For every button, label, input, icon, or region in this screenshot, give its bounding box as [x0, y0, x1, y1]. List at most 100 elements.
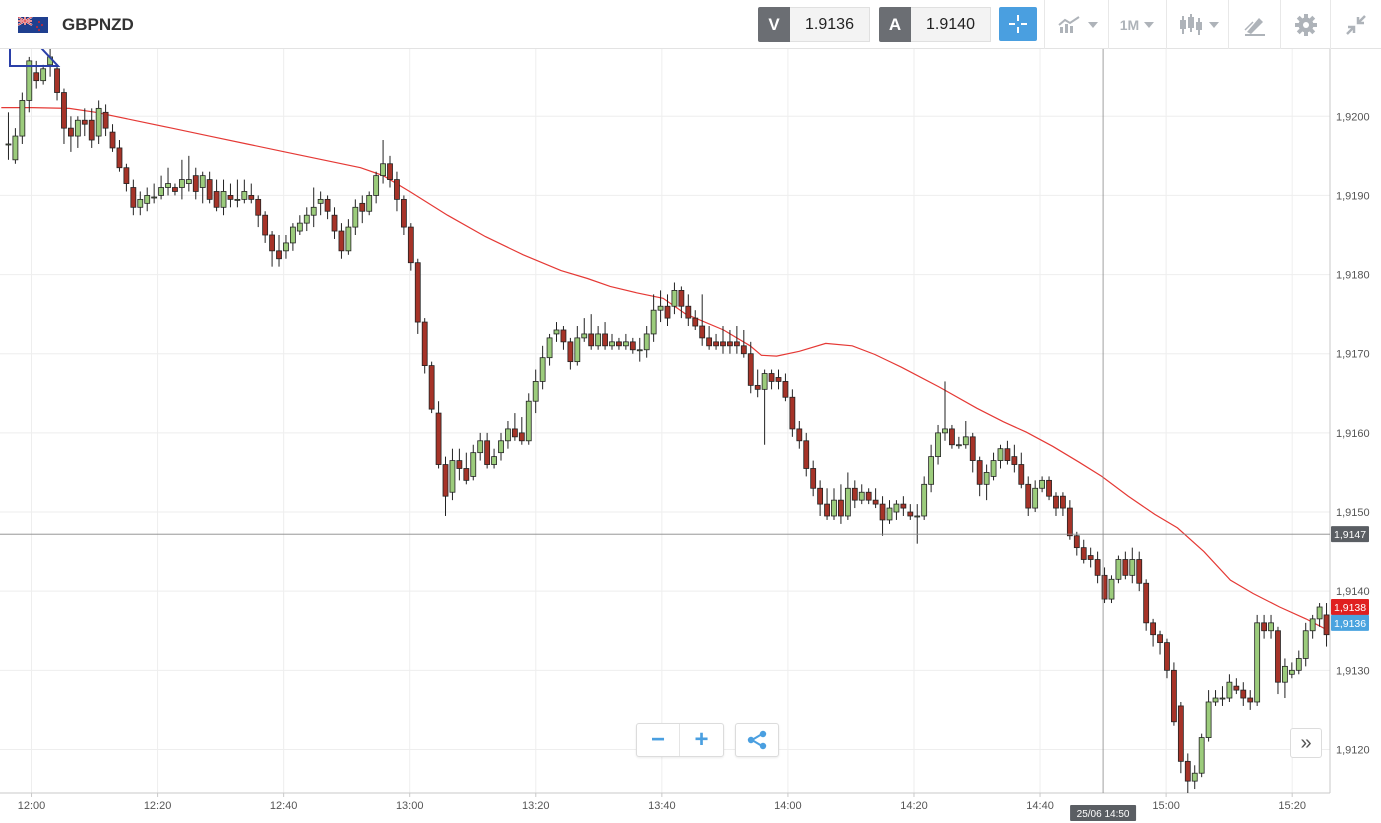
candle: [525, 393, 532, 445]
candle: [1053, 492, 1059, 516]
candle: [532, 369, 539, 414]
price-tick-label: 1,9140: [1336, 586, 1370, 598]
candle: [227, 183, 234, 208]
candle: [955, 436, 962, 449]
bearish-candle-body: [484, 440, 491, 465]
crosshair-button[interactable]: [999, 7, 1037, 41]
drawing-tools-button[interactable]: [1236, 8, 1274, 42]
candle: [949, 424, 955, 449]
candle: [844, 472, 851, 520]
bullish-candle-body: [532, 381, 539, 402]
candle: [269, 231, 275, 267]
bullish-candle-body: [241, 191, 248, 200]
candle: [1198, 733, 1205, 778]
candle: [879, 496, 886, 536]
bearish-candle-body: [713, 341, 719, 347]
candle: [1004, 440, 1011, 465]
bullish-candle-body: [1288, 669, 1295, 675]
candle: [40, 64, 47, 85]
candle: [636, 337, 643, 362]
candle: [518, 417, 525, 445]
bullish-candle-body: [151, 196, 158, 199]
candle: [616, 337, 622, 350]
candle: [1323, 603, 1330, 647]
bullish-candle-body: [1226, 681, 1233, 699]
candle: [1108, 575, 1115, 604]
bearish-candle-body: [1011, 456, 1018, 465]
time-tick-label: 15:00: [1152, 800, 1180, 812]
candle: [782, 373, 789, 402]
sell-price-box[interactable]: V 1.9136: [758, 7, 870, 42]
toolbar-divider: [1044, 0, 1045, 49]
bearish-candle-body: [900, 503, 907, 509]
candle: [158, 175, 164, 200]
zoom-controls: − +: [636, 723, 724, 757]
bearish-candle-body: [518, 432, 525, 442]
zoom-out-button[interactable]: −: [637, 724, 681, 756]
candle-style-button[interactable]: [1172, 8, 1224, 42]
bullish-candle-body: [997, 448, 1004, 461]
time-axis: 12:00 12:20 12:40 13:00 13:20 13:40 14:00 14:20…: [18, 793, 1306, 812]
bearish-candle-body: [463, 468, 470, 481]
price-chart[interactable]: 1,9200 1,9190 1,9180 1,9170 1,9160 1,9150 1,91…: [0, 49, 1381, 823]
gbp-nzd-flag-icon: [18, 17, 48, 33]
candle: [650, 294, 657, 342]
candle: [1060, 492, 1066, 516]
bullish-candle-body: [449, 460, 456, 493]
candle: [345, 219, 352, 255]
collapse-button[interactable]: [1338, 8, 1374, 42]
bearish-candle-body: [1046, 479, 1052, 497]
bearish-candle-body: [1177, 705, 1184, 762]
candle: [574, 326, 581, 366]
bearish-candle-body: [754, 384, 761, 390]
zoom-in-button[interactable]: +: [694, 726, 709, 753]
bearish-candle-body: [387, 163, 393, 180]
bearish-candle-body: [248, 195, 255, 200]
candle: [1101, 567, 1108, 604]
bullish-candle-body: [26, 60, 33, 101]
bearish-candle-body: [331, 214, 338, 232]
bearish-candle-body: [1143, 582, 1150, 624]
price-tick-label: 1,9200: [1336, 111, 1370, 123]
bearish-candle-body: [394, 179, 400, 200]
bearish-candle-body: [629, 341, 636, 351]
candle: [324, 195, 331, 220]
bullish-candle-body: [942, 428, 948, 434]
bearish-candle-body: [192, 175, 199, 192]
triangle-drawing[interactable]: [9, 49, 61, 67]
bid-price-label: 1,9136: [1334, 618, 1366, 630]
time-tick-label: 13:00: [396, 800, 424, 812]
candle: [796, 421, 803, 449]
bearish-candle-body: [851, 487, 858, 501]
bullish-candle-body: [893, 503, 900, 513]
bullish-candle-body: [1032, 487, 1039, 509]
candle: [338, 223, 345, 259]
bullish-candle-body: [74, 119, 81, 137]
candle: [1046, 476, 1052, 501]
buy-price-box[interactable]: A 1.9140: [879, 7, 991, 42]
candle: [1184, 753, 1191, 793]
timeframe-button[interactable]: 1M: [1114, 8, 1160, 42]
gear-icon: [1295, 14, 1317, 36]
bearish-candle-body: [269, 234, 275, 252]
toolbar-divider: [1228, 0, 1229, 49]
bearish-candle-body: [949, 428, 955, 446]
candle: [831, 488, 837, 520]
toolbar-divider: [1330, 0, 1331, 49]
candle: [366, 191, 373, 216]
candle: [213, 179, 220, 212]
chart-type-button[interactable]: [1052, 8, 1102, 42]
bearish-candle-body: [879, 503, 886, 521]
bearish-candle-body: [1233, 685, 1240, 691]
candle: [165, 167, 171, 196]
bearish-candle-body: [699, 325, 706, 339]
bearish-candle-body: [359, 202, 366, 212]
share-button[interactable]: [735, 723, 779, 757]
candle: [491, 448, 497, 469]
candle: [1219, 686, 1226, 706]
settings-button[interactable]: [1288, 8, 1324, 42]
candle: [130, 179, 137, 216]
scroll-to-latest-button[interactable]: »: [1290, 728, 1322, 758]
candle: [838, 484, 844, 524]
candle: [817, 480, 824, 516]
